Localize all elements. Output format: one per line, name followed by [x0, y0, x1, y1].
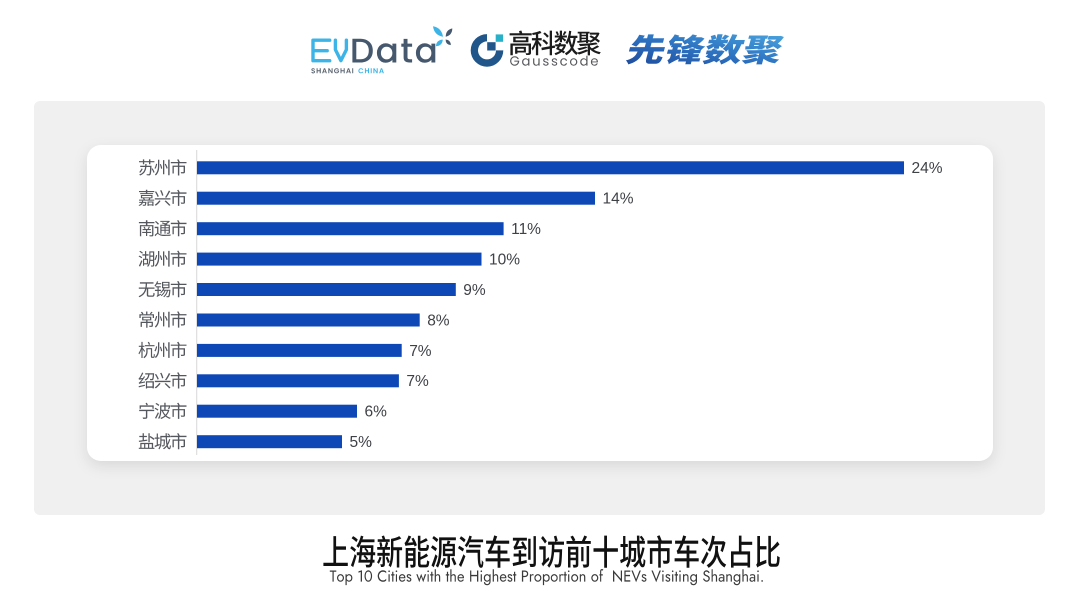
svg-text:7%: 7%	[406, 373, 429, 390]
svg-text:5%: 5%	[350, 434, 373, 451]
svg-text:10%: 10%	[489, 252, 520, 269]
svg-text:6%: 6%	[365, 404, 388, 421]
svg-text:14%: 14%	[603, 191, 634, 208]
svg-text:24%: 24%	[912, 160, 943, 177]
svg-text:8%: 8%	[427, 312, 450, 329]
svg-text:9%: 9%	[463, 282, 486, 299]
svg-text:7%: 7%	[409, 343, 432, 360]
svg-text:11%: 11%	[511, 221, 541, 238]
